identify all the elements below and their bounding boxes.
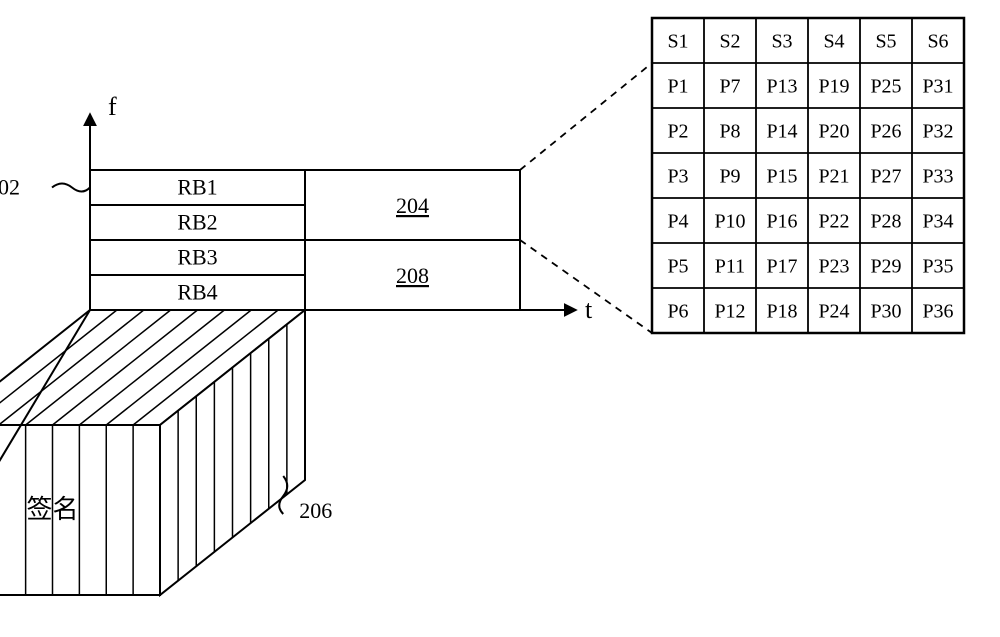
ref-202-tie (52, 184, 90, 192)
sp-body-cell: P16 (766, 211, 797, 233)
ref-204: 204 (396, 193, 429, 218)
ref-206: 206 (299, 498, 332, 523)
axis-f-label: f (108, 92, 117, 121)
sp-header-cell: S6 (927, 31, 948, 53)
sp-body-cell: P25 (870, 76, 901, 98)
axis-t-label: t (585, 295, 593, 324)
sp-body-cell: P23 (818, 256, 849, 278)
rb-label: RB1 (177, 175, 217, 200)
sp-body-cell: P31 (922, 76, 953, 98)
sp-body-cell: P17 (766, 256, 797, 278)
sp-body-cell: P27 (870, 166, 901, 188)
sp-header-cell: S2 (719, 31, 740, 53)
sp-body-cell: P14 (766, 121, 797, 143)
sp-header-cell: S5 (875, 31, 896, 53)
sp-header-cell: S1 (667, 31, 688, 53)
sp-body-cell: P18 (766, 301, 797, 323)
sp-body-cell: P8 (719, 121, 740, 143)
sp-body-cell: P21 (818, 166, 849, 188)
sp-body-cell: P20 (818, 121, 849, 143)
rb-label: RB3 (177, 245, 217, 270)
sp-body-cell: P6 (667, 301, 688, 323)
sp-body-cell: P11 (715, 256, 745, 278)
leader-top (520, 63, 652, 170)
sp-body-cell: P32 (922, 121, 953, 143)
sp-body-cell: P24 (818, 301, 849, 323)
sp-body-cell: P4 (667, 211, 688, 233)
sp-body-cell: P33 (922, 166, 953, 188)
sp-body-cell: P29 (870, 256, 901, 278)
sp-body-cell: P26 (870, 121, 901, 143)
sp-body-cell: P19 (818, 76, 849, 98)
sp-body-cell: P36 (922, 301, 953, 323)
sp-body-cell: P28 (870, 211, 901, 233)
ref-208: 208 (396, 263, 429, 288)
sp-header-cell: S3 (771, 31, 792, 53)
sp-body-cell: P34 (922, 211, 953, 233)
diagram-canvas: 签名RB1RB2RB3RB4204208ft签名202206S1S2S3S4S5… (0, 0, 1000, 632)
rb-label: RB4 (177, 280, 217, 305)
sp-body-cell: P7 (719, 76, 740, 98)
sp-body-cell: P22 (818, 211, 849, 233)
sp-body-cell: P2 (667, 121, 688, 143)
ref-202: 202 (0, 175, 20, 200)
sp-body-cell: P15 (766, 166, 797, 188)
diagram-svg: 签名RB1RB2RB3RB4204208ft签名202206S1S2S3S4S5… (0, 0, 1000, 632)
sp-body-cell: P3 (667, 166, 688, 188)
sp-body-cell: P5 (667, 256, 688, 278)
rb-label: RB2 (177, 210, 217, 235)
sp-header-cell: S4 (823, 31, 844, 53)
sp-body-cell: P30 (870, 301, 901, 323)
sp-body-cell: P12 (714, 301, 745, 323)
sp-body-cell: P10 (714, 211, 745, 233)
sp-body-cell: P35 (922, 256, 953, 278)
sp-body-cell: P9 (719, 166, 740, 188)
sp-body-cell: P13 (766, 76, 797, 98)
sp-body-cell: P1 (667, 76, 688, 98)
